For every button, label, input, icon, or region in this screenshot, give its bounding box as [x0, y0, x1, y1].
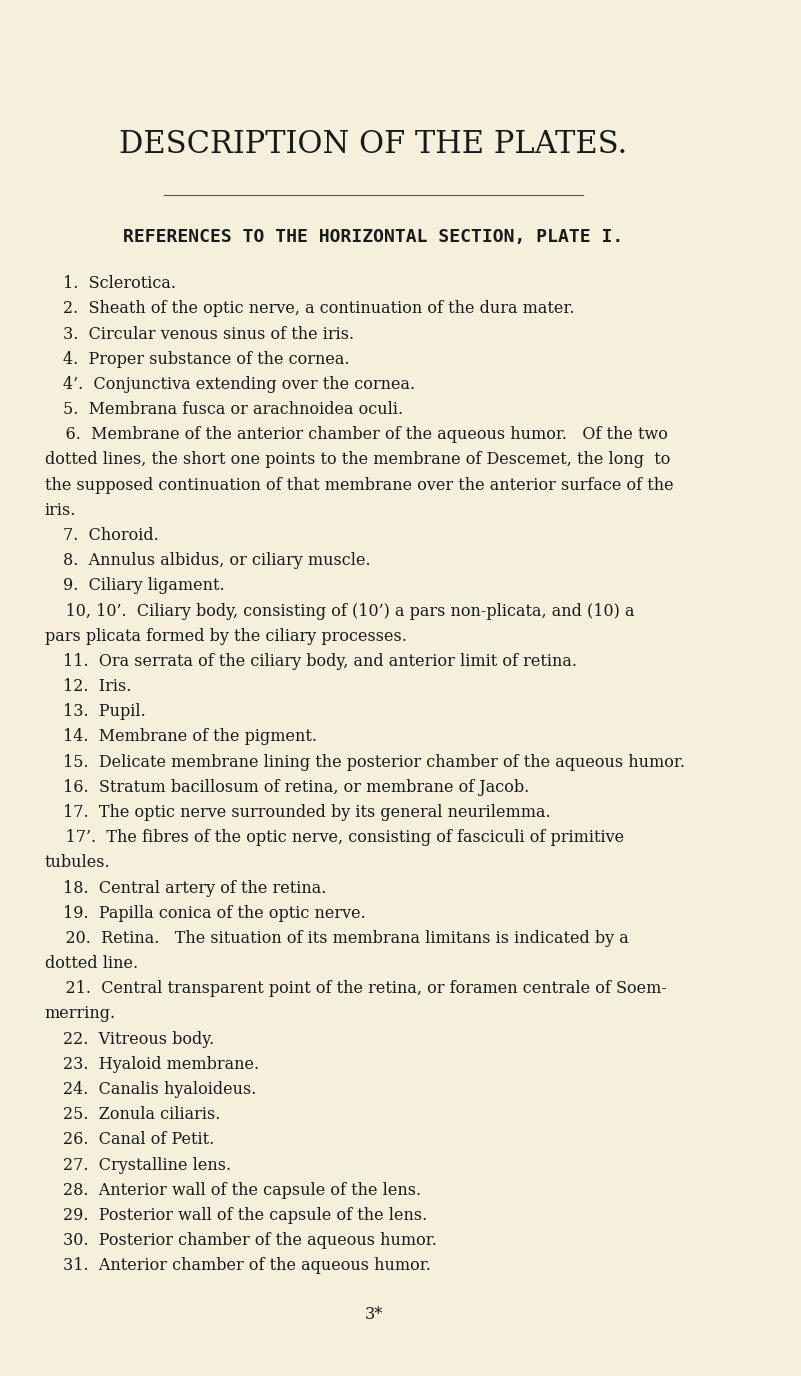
Text: 10, 10’.  Ciliary body, consisting of (10’) a pars non-plicata, and (10) a: 10, 10’. Ciliary body, consisting of (10… [45, 603, 634, 619]
Text: pars plicata formed by the ciliary processes.: pars plicata formed by the ciliary proce… [45, 627, 407, 645]
Text: 24.  Canalis hyaloideus.: 24. Canalis hyaloideus. [63, 1082, 257, 1098]
Text: 6.  Membrane of the anterior chamber of the aqueous humor.   Of the two: 6. Membrane of the anterior chamber of t… [45, 427, 668, 443]
Text: 18.  Central artery of the retina.: 18. Central artery of the retina. [63, 879, 327, 897]
Text: 8.  Annulus albidus, or ciliary muscle.: 8. Annulus albidus, or ciliary muscle. [63, 552, 371, 570]
Text: REFERENCES TO THE HORIZONTAL SECTION, PLATE I.: REFERENCES TO THE HORIZONTAL SECTION, PL… [123, 227, 624, 246]
Text: 31.  Anterior chamber of the aqueous humor.: 31. Anterior chamber of the aqueous humo… [63, 1258, 432, 1274]
Text: 23.  Hyaloid membrane.: 23. Hyaloid membrane. [63, 1055, 260, 1073]
Text: 25.  Zonula ciliaris.: 25. Zonula ciliaris. [63, 1106, 221, 1123]
Text: 21.  Central transparent point of the retina, or foramen centrale of Soem-: 21. Central transparent point of the ret… [45, 980, 666, 998]
Text: 7.  Choroid.: 7. Choroid. [63, 527, 159, 544]
Text: 15.  Delicate membrane lining the posterior chamber of the aqueous humor.: 15. Delicate membrane lining the posteri… [63, 754, 686, 771]
Text: dotted lines, the short one points to the membrane of Descemet, the long  to: dotted lines, the short one points to th… [45, 451, 670, 468]
Text: 26.  Canal of Petit.: 26. Canal of Petit. [63, 1131, 215, 1149]
Text: 30.  Posterior chamber of the aqueous humor.: 30. Posterior chamber of the aqueous hum… [63, 1232, 437, 1249]
Text: 13.  Pupil.: 13. Pupil. [63, 703, 147, 720]
Text: tubules.: tubules. [45, 854, 111, 871]
Text: DESCRIPTION OF THE PLATES.: DESCRIPTION OF THE PLATES. [119, 129, 628, 160]
Text: 5.  Membrana fusca or arachnoidea oculi.: 5. Membrana fusca or arachnoidea oculi. [63, 402, 404, 418]
Text: 11.  Ora serrata of the ciliary body, and anterior limit of retina.: 11. Ora serrata of the ciliary body, and… [63, 652, 578, 670]
Text: 4.  Proper substance of the cornea.: 4. Proper substance of the cornea. [63, 351, 350, 367]
Text: 9.  Ciliary ligament.: 9. Ciliary ligament. [63, 578, 225, 594]
Text: 27.  Crystalline lens.: 27. Crystalline lens. [63, 1156, 231, 1174]
Text: 28.  Anterior wall of the capsule of the lens.: 28. Anterior wall of the capsule of the … [63, 1182, 421, 1198]
Text: 20.  Retina.   The situation of its membrana limitans is indicated by a: 20. Retina. The situation of its membran… [45, 930, 629, 947]
Text: 4’.  Conjunctiva extending over the cornea.: 4’. Conjunctiva extending over the corne… [63, 376, 416, 394]
Text: 3.  Circular venous sinus of the iris.: 3. Circular venous sinus of the iris. [63, 326, 355, 343]
Text: merring.: merring. [45, 1006, 116, 1022]
Text: dotted line.: dotted line. [45, 955, 138, 971]
Text: 22.  Vitreous body.: 22. Vitreous body. [63, 1031, 215, 1047]
Text: 29.  Posterior wall of the capsule of the lens.: 29. Posterior wall of the capsule of the… [63, 1207, 428, 1223]
Text: 2.  Sheath of the optic nerve, a continuation of the dura mater.: 2. Sheath of the optic nerve, a continua… [63, 300, 575, 318]
Text: the supposed continuation of that membrane over the anterior surface of the: the supposed continuation of that membra… [45, 476, 674, 494]
Text: 14.  Membrane of the pigment.: 14. Membrane of the pigment. [63, 728, 317, 746]
Text: 17.  The optic nerve surrounded by its general neurilemma.: 17. The optic nerve surrounded by its ge… [63, 804, 551, 821]
Text: 16.  Stratum bacillosum of retina, or membrane of Jacob.: 16. Stratum bacillosum of retina, or mem… [63, 779, 529, 795]
Text: 1.  Sclerotica.: 1. Sclerotica. [63, 275, 176, 292]
Text: 12.  Iris.: 12. Iris. [63, 678, 132, 695]
Text: 17’.  The fibres of the optic nerve, consisting of fasciculi of primitive: 17’. The fibres of the optic nerve, cons… [45, 830, 624, 846]
Text: 3*: 3* [364, 1306, 383, 1322]
Text: iris.: iris. [45, 502, 76, 519]
Text: 19.  Papilla conica of the optic nerve.: 19. Papilla conica of the optic nerve. [63, 904, 366, 922]
